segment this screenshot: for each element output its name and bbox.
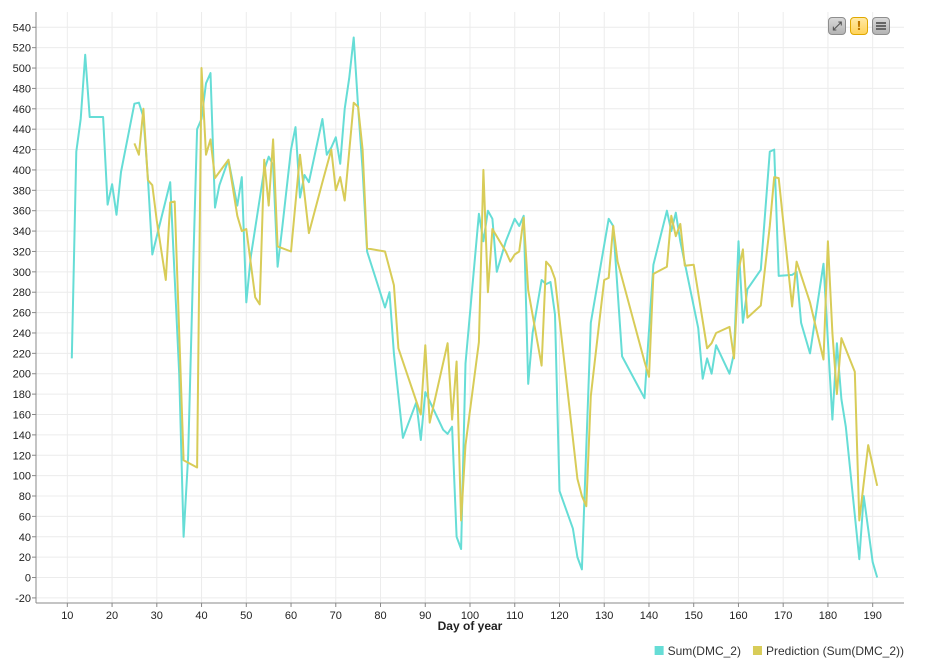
x-tick-label: 190 (864, 610, 882, 622)
y-tick-label: 80 (19, 491, 31, 503)
expand-icon[interactable]: ⤢ (828, 17, 846, 35)
y-tick-label: 140 (13, 430, 31, 442)
y-tick-label: 520 (13, 43, 31, 55)
legend[interactable]: Sum(DMC_2) Prediction (Sum(DMC_2)) (654, 644, 904, 658)
y-tick-label: 440 (13, 124, 31, 136)
y-tick-label: 280 (13, 287, 31, 299)
y-tick-label: 460 (13, 104, 31, 116)
legend-item-1[interactable]: Sum(DMC_2) (654, 644, 741, 658)
x-tick-label: 120 (550, 610, 568, 622)
x-tick-label: 20 (106, 610, 118, 622)
x-axis-title: Day of year (438, 619, 503, 633)
y-tick-label: 180 (13, 389, 31, 401)
x-tick-label: 80 (374, 610, 386, 622)
expand-glyph: ⤢ (832, 19, 842, 33)
y-tick-label: 480 (13, 83, 31, 95)
y-tick-label: 420 (13, 145, 31, 157)
y-tick-label: 40 (19, 532, 31, 544)
legend-swatch (654, 646, 664, 655)
y-tick-label: 300 (13, 267, 31, 279)
x-tick-label: 150 (685, 610, 703, 622)
y-tick-label: 160 (13, 409, 31, 421)
y-tick-label: 500 (13, 63, 31, 75)
y-tick-label: 400 (13, 165, 31, 177)
warning-glyph: ! (856, 19, 862, 33)
x-tick-label: 180 (819, 610, 837, 622)
x-tick-label: 50 (240, 610, 252, 622)
warning-icon[interactable]: ! (850, 17, 868, 35)
legend-swatch (752, 646, 762, 655)
x-tick-label: 160 (729, 610, 747, 622)
y-tick-label: 380 (13, 185, 31, 197)
x-tick-label: 30 (151, 610, 163, 622)
y-tick-label: 100 (13, 471, 31, 483)
x-tick-label: 70 (330, 610, 342, 622)
y-tick-label: 340 (13, 226, 31, 238)
x-tick-label: 140 (640, 610, 658, 622)
y-tick-label: 360 (13, 206, 31, 218)
x-tick-label: 130 (595, 610, 613, 622)
legend-item-2[interactable]: Prediction (Sum(DMC_2)) (752, 644, 904, 658)
y-tick-label: 0 (25, 573, 31, 585)
x-tick-label: 40 (195, 610, 207, 622)
x-tick-label: 110 (506, 610, 524, 622)
y-tick-label: 120 (13, 450, 31, 462)
x-tick-label: 170 (774, 610, 792, 622)
y-tick-label: 260 (13, 308, 31, 320)
x-tick-label: 100 (461, 610, 479, 622)
y-tick-label: 20 (19, 552, 31, 564)
y-tick-label: 320 (13, 246, 31, 258)
x-tick-label: 60 (285, 610, 297, 622)
series-lines (70, 36, 879, 578)
legend-label: Sum(DMC_2) (668, 644, 741, 658)
axes: -20 0 20 40 60 80 100 120 140 160 180 200 220 240 260 2… (13, 12, 904, 622)
series-line-2 (133, 67, 879, 522)
y-tick-label: 220 (13, 348, 31, 360)
x-tick-label: 90 (419, 610, 431, 622)
y-tick-label: 60 (19, 511, 31, 523)
y-tick-label: 240 (13, 328, 31, 340)
y-tick-label: 200 (13, 369, 31, 381)
menu-icon[interactable] (872, 17, 890, 35)
x-tick-label: 10 (61, 610, 73, 622)
y-tick-label: -20 (15, 593, 31, 605)
legend-label: Prediction (Sum(DMC_2)) (766, 644, 904, 658)
chart-toolbar: ⤢ ! (828, 17, 890, 35)
y-tick-label: 540 (13, 22, 31, 34)
